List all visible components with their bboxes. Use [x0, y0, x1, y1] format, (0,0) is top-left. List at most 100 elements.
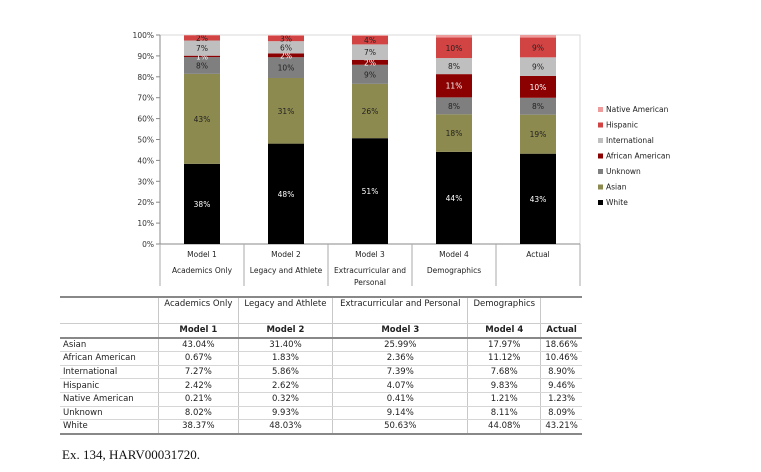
table-cell: 1.83% — [237, 351, 333, 366]
category-sublabel: Academics Only — [172, 266, 233, 275]
table-cell: 43.21% — [540, 419, 582, 435]
data-label: 2% — [196, 34, 208, 43]
table-cell: 2.36% — [332, 351, 468, 366]
table-cell: 18.66% — [540, 337, 582, 353]
table-cell: 4.07% — [332, 378, 468, 393]
table-cell: 2.62% — [237, 378, 333, 393]
table-cell: 9.46% — [540, 378, 582, 393]
bar-segment-asian — [520, 114, 556, 154]
bar-segment-native-american — [436, 35, 472, 38]
data-label: 51% — [362, 187, 379, 196]
legend-swatch — [598, 107, 603, 112]
category-label: Model 1 — [187, 250, 217, 259]
table-cell: 9.93% — [237, 406, 333, 421]
data-label: 2% — [280, 51, 292, 60]
bar-segment-african-american — [352, 59, 388, 65]
bar-segment-international — [352, 44, 388, 60]
data-label: 11% — [446, 82, 463, 91]
data-table: Academics Only Legacy and Athlete Extracur… — [60, 296, 582, 435]
table-cell: 1.23% — [540, 392, 582, 407]
data-label: 31% — [278, 107, 295, 116]
bar-segment-unknown — [520, 97, 556, 115]
row-label: Hispanic — [60, 378, 159, 393]
column-header: Model 3 — [332, 323, 468, 339]
stacked-bar-chart: 0% 10% 20% 30% 40% 50% 60% 70% 80% 90% 100% 38% 43% 8… — [133, 31, 671, 287]
y-tick-label: 30% — [137, 177, 154, 186]
bar-segment-hispanic — [520, 37, 556, 58]
bar-segment-native-american — [268, 35, 304, 36]
column-subheader: Academics Only — [158, 297, 239, 324]
bar-segment-hispanic — [352, 35, 388, 45]
bar-segment-white — [520, 153, 556, 244]
table-cell: 10.46% — [540, 351, 582, 366]
data-label: 3% — [280, 34, 292, 43]
bar-segment-hispanic — [436, 37, 472, 59]
column-subheader: Demographics — [467, 297, 541, 324]
category-label: Model 3 — [355, 250, 385, 259]
legend-swatch — [598, 153, 603, 159]
bar-segment-white — [184, 163, 220, 244]
data-label: 26% — [362, 107, 379, 116]
y-tick-label: 90% — [137, 52, 154, 61]
table-row: Hispanic 2.42% 2.62% 4.07% 9.83% 9.46% — [60, 378, 582, 393]
data-label: 6% — [280, 43, 292, 52]
bar-segment-white — [352, 138, 388, 244]
bar-segment-asian — [268, 77, 304, 144]
legend-swatch — [598, 184, 603, 190]
data-label: 10% — [446, 44, 463, 53]
bar-segment-asian — [352, 83, 388, 139]
y-tick-label: 50% — [137, 136, 154, 145]
legend-swatch — [598, 138, 603, 143]
data-label: 8% — [196, 61, 208, 70]
table-cell: 9.83% — [467, 378, 541, 393]
table-cell: 2.42% — [158, 378, 239, 393]
bar-segment-unknown — [436, 97, 472, 115]
bar-segment-african-american — [520, 75, 556, 98]
bar-segment-unknown — [352, 64, 388, 84]
table-cell: 0.41% — [332, 392, 468, 407]
legend-item: Asian — [606, 183, 627, 192]
exhibit-caption: Ex. 134, HARV00031720. — [62, 447, 200, 462]
table-cell: 0.21% — [158, 392, 239, 407]
y-tick-label: 10% — [137, 219, 154, 228]
category-sublabel-cont: Personal — [354, 278, 386, 287]
table-cell: 7.39% — [332, 365, 468, 380]
column-subheader: Extracurricular and Personal — [332, 297, 468, 324]
table-cell: 7.27% — [158, 365, 239, 380]
table-cell: 7.68% — [467, 365, 541, 380]
data-label: 43% — [194, 115, 211, 124]
category-label: Model 2 — [271, 250, 301, 259]
table-cell: 48.03% — [237, 419, 333, 435]
corner-cell — [60, 323, 159, 339]
data-label: 19% — [530, 130, 547, 139]
y-tick-label: 20% — [137, 198, 154, 207]
data-label: 48% — [278, 190, 295, 199]
bar-segment-international — [268, 41, 304, 54]
data-label: 9% — [532, 63, 544, 72]
legend-item: Native American — [606, 105, 669, 114]
legend-item: African American — [606, 152, 670, 161]
table-row: Unknown 8.02% 9.93% 9.14% 8.11% 8.09% — [60, 406, 582, 421]
legend-swatch — [598, 122, 603, 128]
bar-segment-international — [436, 58, 472, 75]
bar-segment-unknown — [268, 57, 304, 78]
data-label: 18% — [446, 129, 463, 138]
row-label: White — [60, 419, 159, 435]
column-subheader: Legacy and Athlete — [237, 297, 333, 324]
table-cell: 1.21% — [467, 392, 541, 407]
table-cell: 8.11% — [467, 406, 541, 421]
data-label: 2% — [364, 58, 376, 67]
table-cell: 11.12% — [467, 351, 541, 366]
data-label: 1% — [196, 52, 208, 61]
y-tick-label: 60% — [137, 115, 154, 124]
table-cell: 8.02% — [158, 406, 239, 421]
bar-segment-african-american — [268, 53, 304, 58]
column-subheader — [540, 297, 582, 324]
table-row: African American 0.67% 1.83% 2.36% 11.12% 10.… — [60, 351, 582, 366]
category-label: Model 4 — [439, 250, 469, 259]
table-cell: 0.32% — [237, 392, 333, 407]
corner-cell — [60, 297, 159, 324]
data-label: 4% — [364, 36, 376, 45]
column-header: Model 4 — [467, 323, 541, 339]
table-row: Native American 0.21% 0.32% 0.41% 1.21% 1.23% — [60, 392, 582, 407]
